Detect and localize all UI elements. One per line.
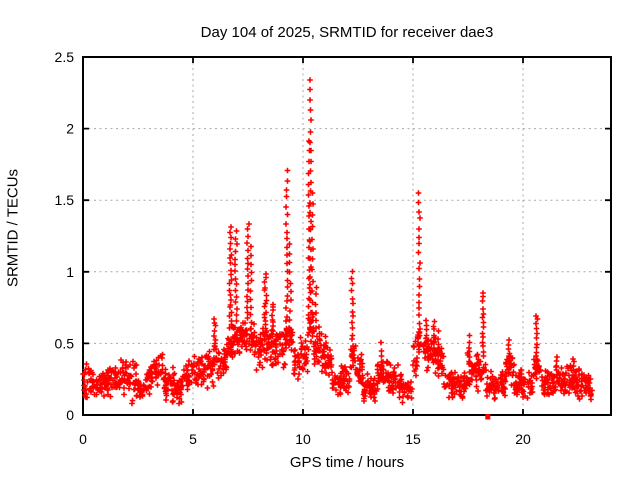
y-tick-label-1.5: 1.5 xyxy=(55,192,75,208)
y-tick-label-1: 1 xyxy=(66,264,74,280)
scatter-series-srmtid xyxy=(80,77,595,407)
x-axis-label: GPS time / hours xyxy=(290,454,404,471)
y-tick-label-0: 0 xyxy=(66,407,74,423)
plot-border xyxy=(82,56,612,416)
chart-title: Day 104 of 2025, SRMTID for receiver dae… xyxy=(201,24,494,41)
grid-lines xyxy=(83,57,611,415)
x-tick-label-10: 10 xyxy=(295,431,311,447)
grid-dashed-lines xyxy=(83,57,611,415)
y-tick-label-0.5: 0.5 xyxy=(55,335,75,351)
outlier-square-marker xyxy=(485,414,491,420)
x-tick-label-15: 15 xyxy=(405,431,421,447)
x-tick-labels: 0 5 10 15 20 xyxy=(79,431,531,447)
x-tick-label-20: 20 xyxy=(515,431,531,447)
x-tick-label-5: 5 xyxy=(189,431,197,447)
y-tick-label-2: 2 xyxy=(66,121,74,137)
scatter-points-layer xyxy=(80,77,595,420)
y-axis-label: SRMTID / TECUs xyxy=(5,169,22,287)
y-tick-labels: 0 0.5 1 1.5 2 2.5 xyxy=(55,49,75,423)
tick-marks xyxy=(82,56,611,416)
y-tick-label-2.5: 2.5 xyxy=(55,49,75,65)
x-tick-label-0: 0 xyxy=(79,431,87,447)
axis-tick-marks xyxy=(82,56,611,416)
